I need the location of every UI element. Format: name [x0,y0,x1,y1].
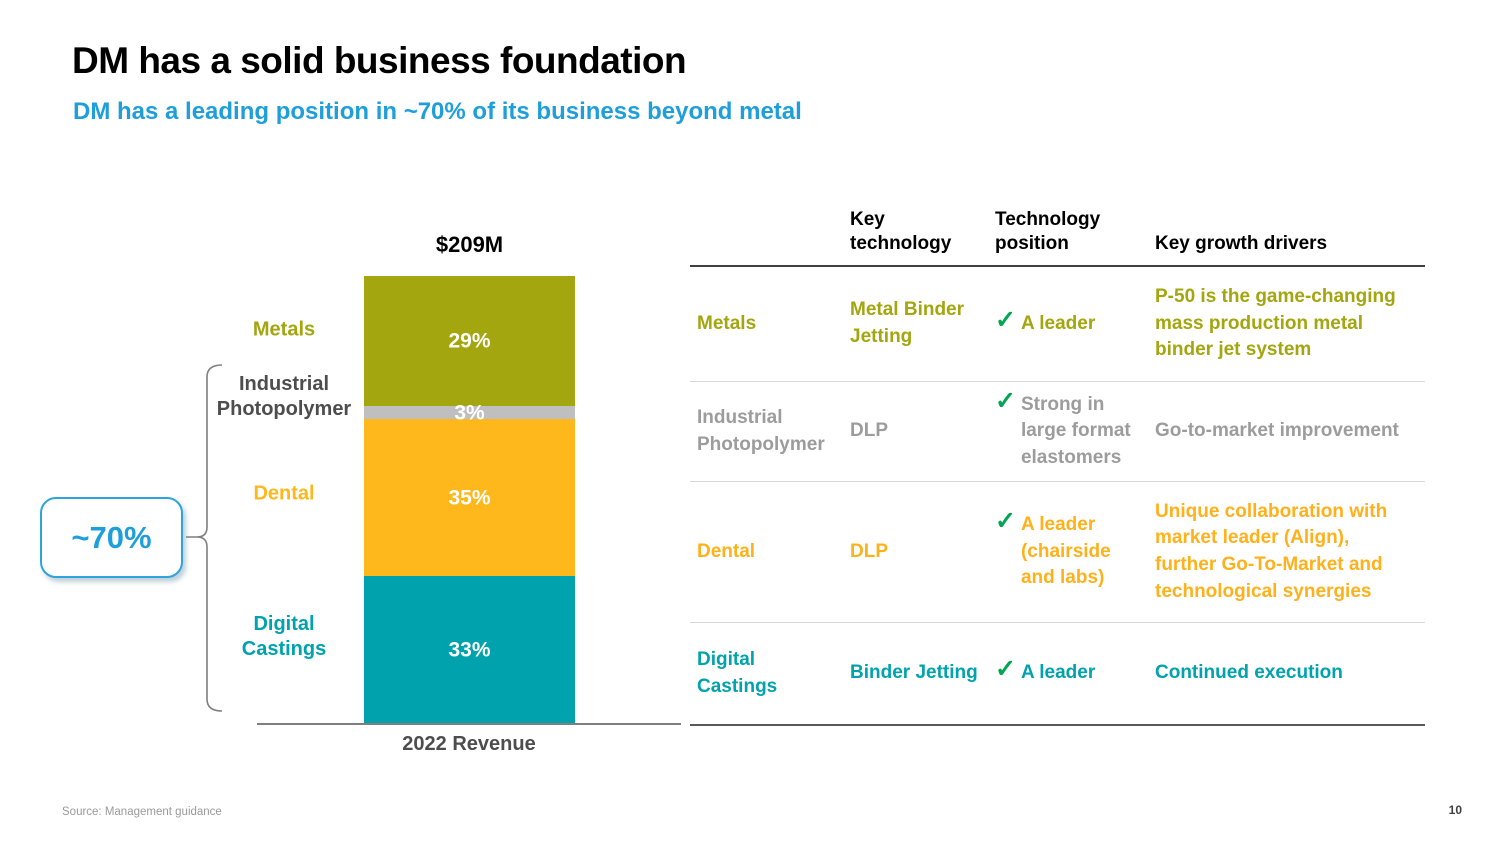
segment-value-label: 29% [448,329,491,353]
row-key-technology: DLP [850,540,888,562]
row-tech-position: ✓ Strong in large format elastomers [995,386,1155,472]
check-icon: ✓ [995,305,1016,334]
callout-text: ~70% [71,519,152,555]
table-row-digital-castings: Digital Castings Binder Jetting ✓ A lead… [690,622,1425,724]
segments-table: Key technology Technology position Key g… [690,200,1425,726]
position-text: Strong in large format elastomers [1020,393,1131,468]
x-axis-label: 2022 Revenue [402,733,536,755]
header-key-growth-drivers: Key growth drivers [1155,233,1328,255]
row-name: Metals [697,312,757,334]
row-tech-position: ✓ A leader [995,305,1155,338]
header-technology-position: Technology position [995,208,1101,255]
bar-segment-digital-castings: 33% [364,576,575,724]
header-key-technology: Key technology [850,208,952,255]
bar-segment-dental: 35% [364,419,575,577]
row-key-technology: Binder Jetting [850,662,978,684]
position-text: A leader (chairside and labs) [1020,514,1111,589]
header-empty [690,257,850,265]
chart-total-label: $209M [435,232,504,257]
page-number: 10 [1448,803,1462,817]
page-subtitle: DM has a leading position in ~70% of its… [73,98,802,125]
row-name: Industrial Photopolymer [697,406,825,455]
position-text: A leader [1020,312,1096,334]
stacked-bar: 29% 3% 35% 33% [364,276,575,724]
row-tech-position: ✓ A leader [995,655,1155,687]
seventy-percent-callout: ~70% [40,497,183,578]
row-name: Digital Castings [697,648,778,697]
category-label-digital-castings: Digital Castings [241,613,327,660]
check-icon: ✓ [995,386,1016,415]
row-name: Dental [697,540,756,562]
row-growth-drivers: Unique collaboration with market leader … [1155,500,1388,602]
position-text: A leader [1020,662,1096,684]
table-row-metals: Metals Metal Binder Jetting ✓ A leader P… [690,267,1425,381]
row-key-technology: Metal Binder Jetting [850,299,965,347]
category-label-industrial-photopolymer: Industrial Photopolymer [216,373,352,420]
table-header-row: Key technology Technology position Key g… [690,200,1425,267]
row-growth-drivers: Go-to-market improvement [1155,420,1399,442]
chart-category-labels: Metals Industrial Photopolymer Dental Di… [210,0,358,843]
table-row-dental: Dental DLP ✓ A leader (chairside and lab… [690,481,1425,622]
x-axis-line [257,723,681,725]
category-label-metals: Metals [252,318,316,341]
row-growth-drivers: Continued execution [1155,662,1343,684]
table-row-industrial-photopolymer: Industrial Photopolymer DLP ✓ Strong in … [690,381,1425,481]
segment-value-label: 33% [448,638,491,662]
segment-value-label: 3% [454,401,485,425]
brace-bracket [186,364,223,712]
bar-segment-industrial-photopolymer: 3% [364,402,575,423]
category-label-dental: Dental [253,482,315,505]
row-tech-position: ✓ A leader (chairside and labs) [995,507,1155,592]
source-note: Source: Management guidance [62,806,222,818]
bar-segment-metals: 29% [364,276,575,406]
check-icon: ✓ [995,655,1016,684]
check-icon: ✓ [995,507,1016,536]
row-growth-drivers: P-50 is the game-changing mass productio… [1155,286,1396,361]
segment-value-label: 35% [448,486,491,510]
page-title: DM has a solid business foundation [72,40,687,81]
row-key-technology: DLP [850,420,888,442]
